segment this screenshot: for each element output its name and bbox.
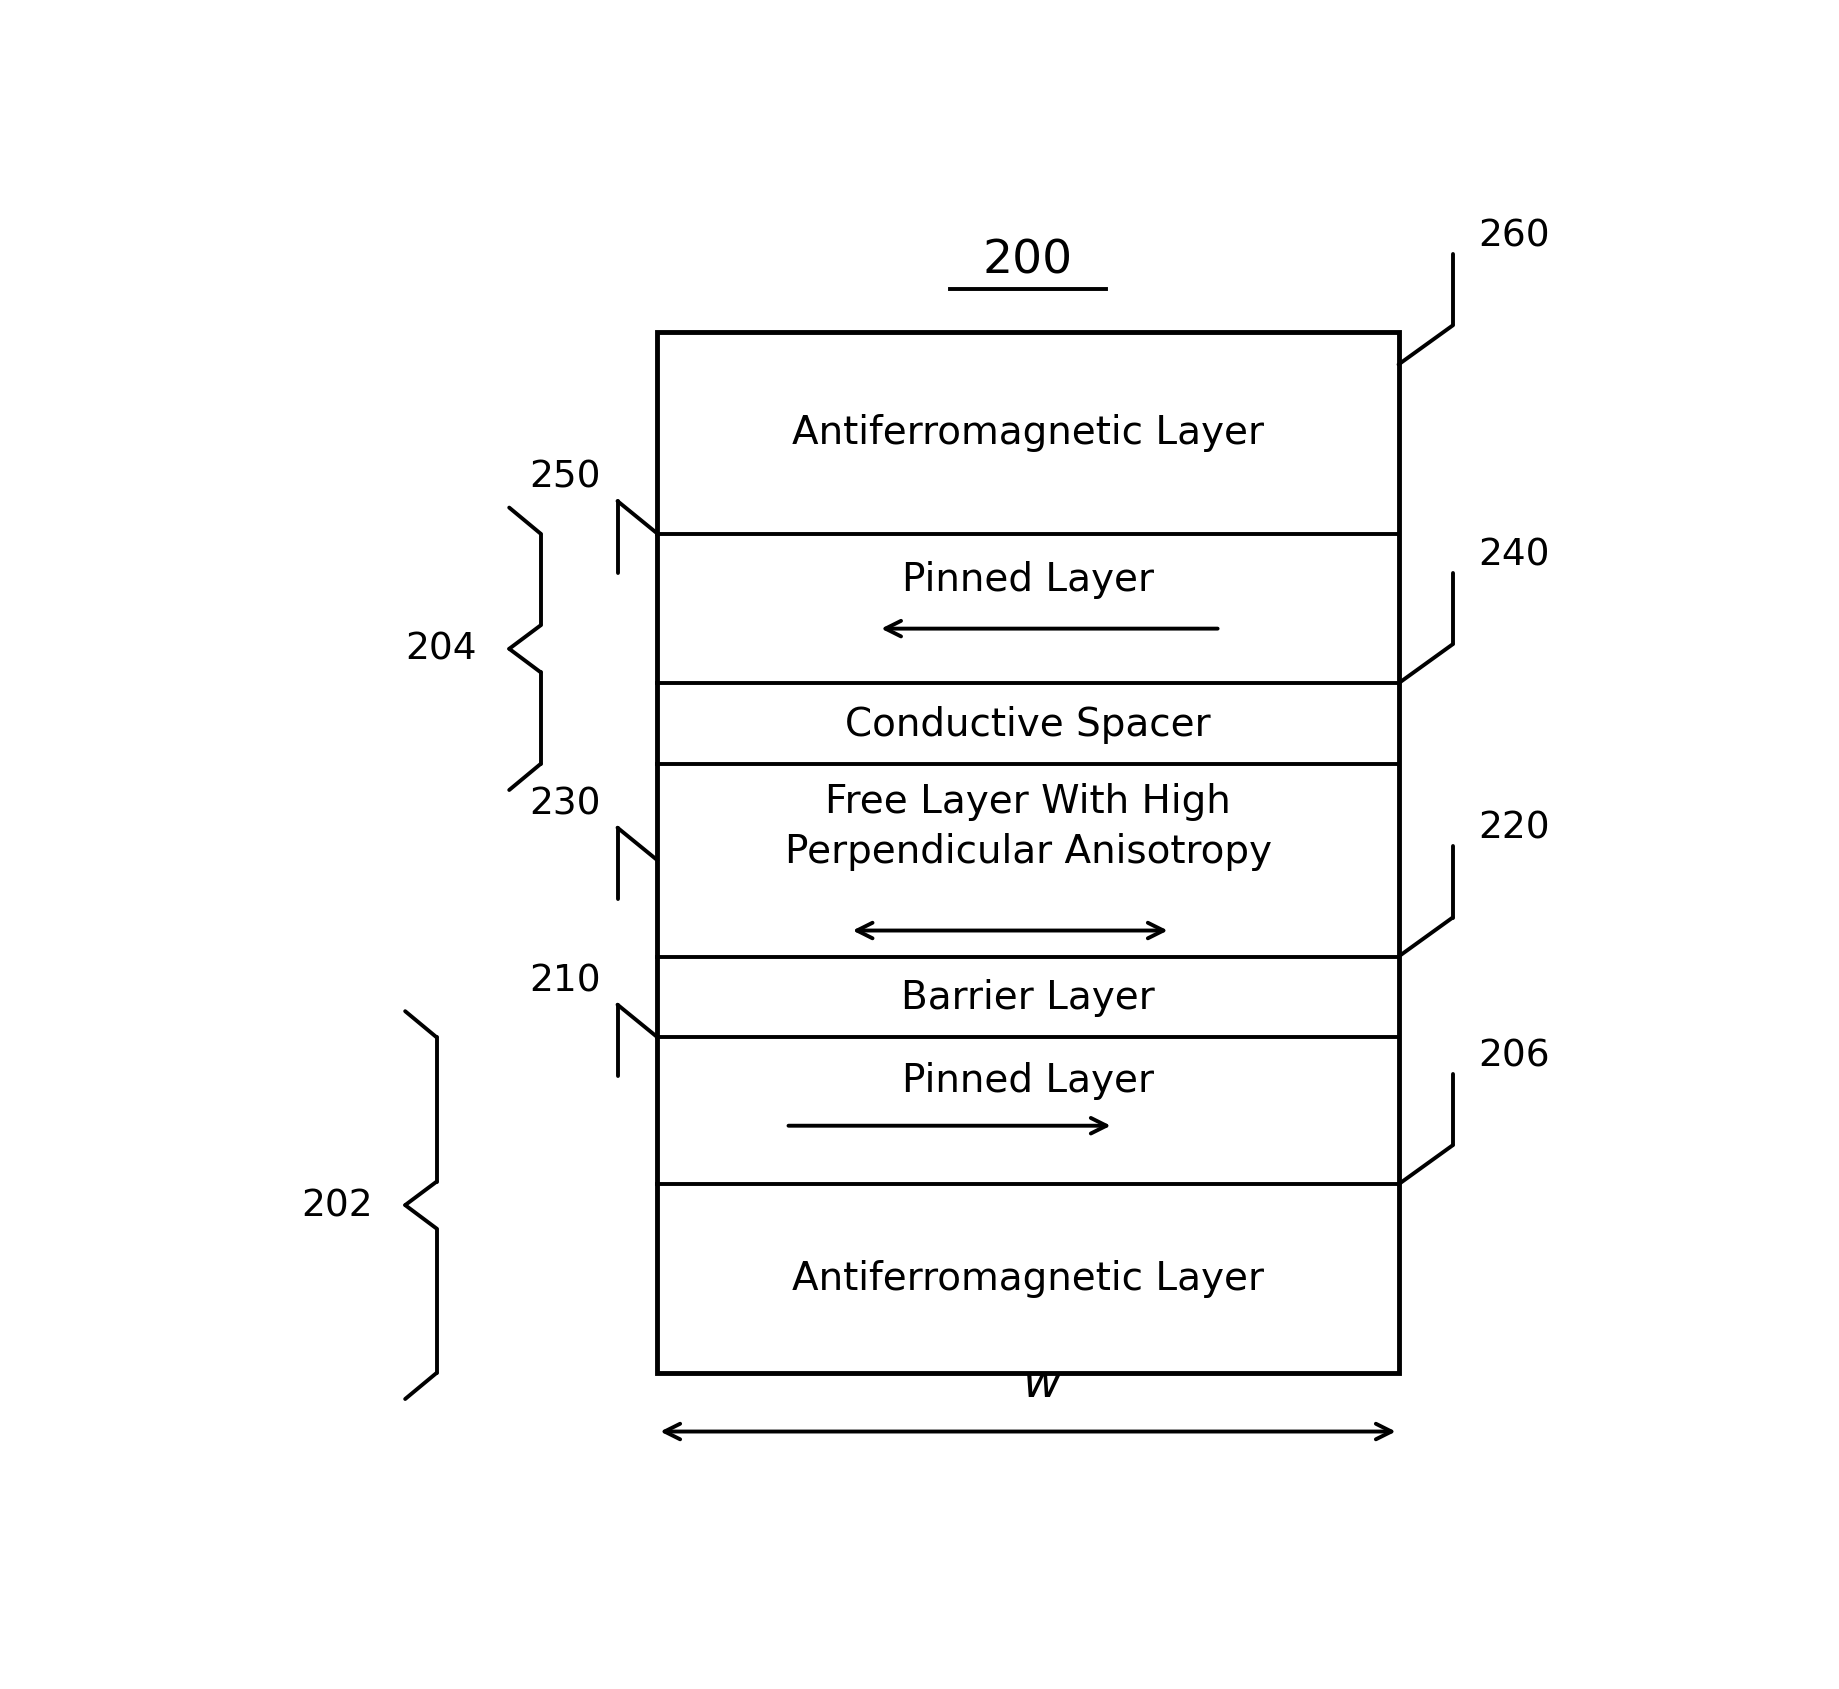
Text: Pinned Layer: Pinned Layer bbox=[901, 561, 1155, 600]
Text: 260: 260 bbox=[1479, 218, 1550, 255]
Text: Pinned Layer: Pinned Layer bbox=[901, 1062, 1155, 1100]
Text: 220: 220 bbox=[1479, 811, 1550, 846]
Text: 240: 240 bbox=[1479, 537, 1550, 573]
Text: Free Layer With High
Perpendicular Anisotropy: Free Layer With High Perpendicular Aniso… bbox=[785, 784, 1271, 872]
Text: Barrier Layer: Barrier Layer bbox=[901, 978, 1155, 1017]
Text: 202: 202 bbox=[302, 1187, 371, 1223]
Text: 250: 250 bbox=[530, 459, 600, 495]
Text: 204: 204 bbox=[405, 632, 476, 667]
Text: Antiferromagnetic Layer: Antiferromagnetic Layer bbox=[793, 1260, 1263, 1297]
Text: Conductive Spacer: Conductive Spacer bbox=[846, 706, 1210, 743]
Text: 210: 210 bbox=[530, 963, 600, 998]
Text: Antiferromagnetic Layer: Antiferromagnetic Layer bbox=[793, 414, 1263, 453]
Text: 230: 230 bbox=[530, 785, 600, 823]
Text: 206: 206 bbox=[1479, 1039, 1550, 1074]
Bar bbox=[658, 333, 1399, 1373]
Text: 200: 200 bbox=[982, 238, 1074, 284]
Text: w: w bbox=[1022, 1361, 1061, 1405]
